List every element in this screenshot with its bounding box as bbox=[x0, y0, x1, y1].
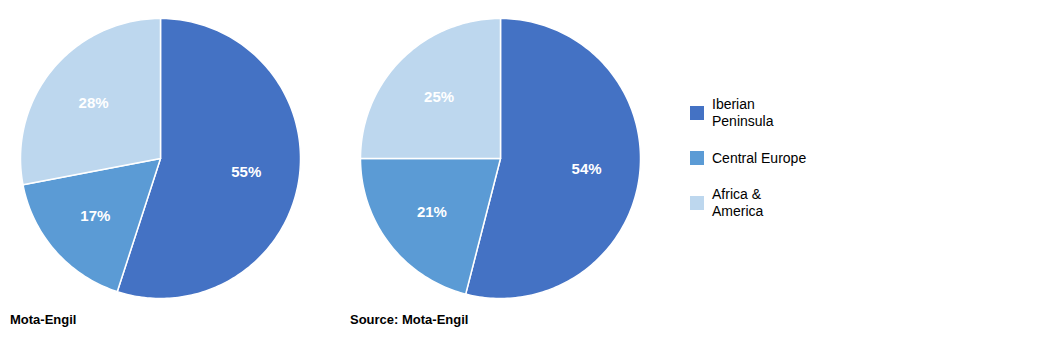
html-text:Central Europe: Central Europe bbox=[712, 149, 807, 166]
svg-text:54%: 54% bbox=[572, 160, 602, 177]
svg-text:17%: 17% bbox=[80, 207, 110, 224]
svg-text:28%: 28% bbox=[79, 94, 109, 111]
svg-text:25%: 25% bbox=[424, 88, 454, 105]
html-text:Mota-Engil: Mota-Engil bbox=[10, 312, 77, 327]
html-text:Source: Mota-Engil: Source: Mota-Engil bbox=[350, 312, 469, 327]
html-text:Africa & America: Africa & America bbox=[712, 186, 764, 220]
svg-text:55%: 55% bbox=[231, 163, 261, 180]
html-text:Iberian Peninsula: Iberian Peninsula bbox=[712, 96, 774, 129]
svg-text:21%: 21% bbox=[417, 203, 447, 220]
